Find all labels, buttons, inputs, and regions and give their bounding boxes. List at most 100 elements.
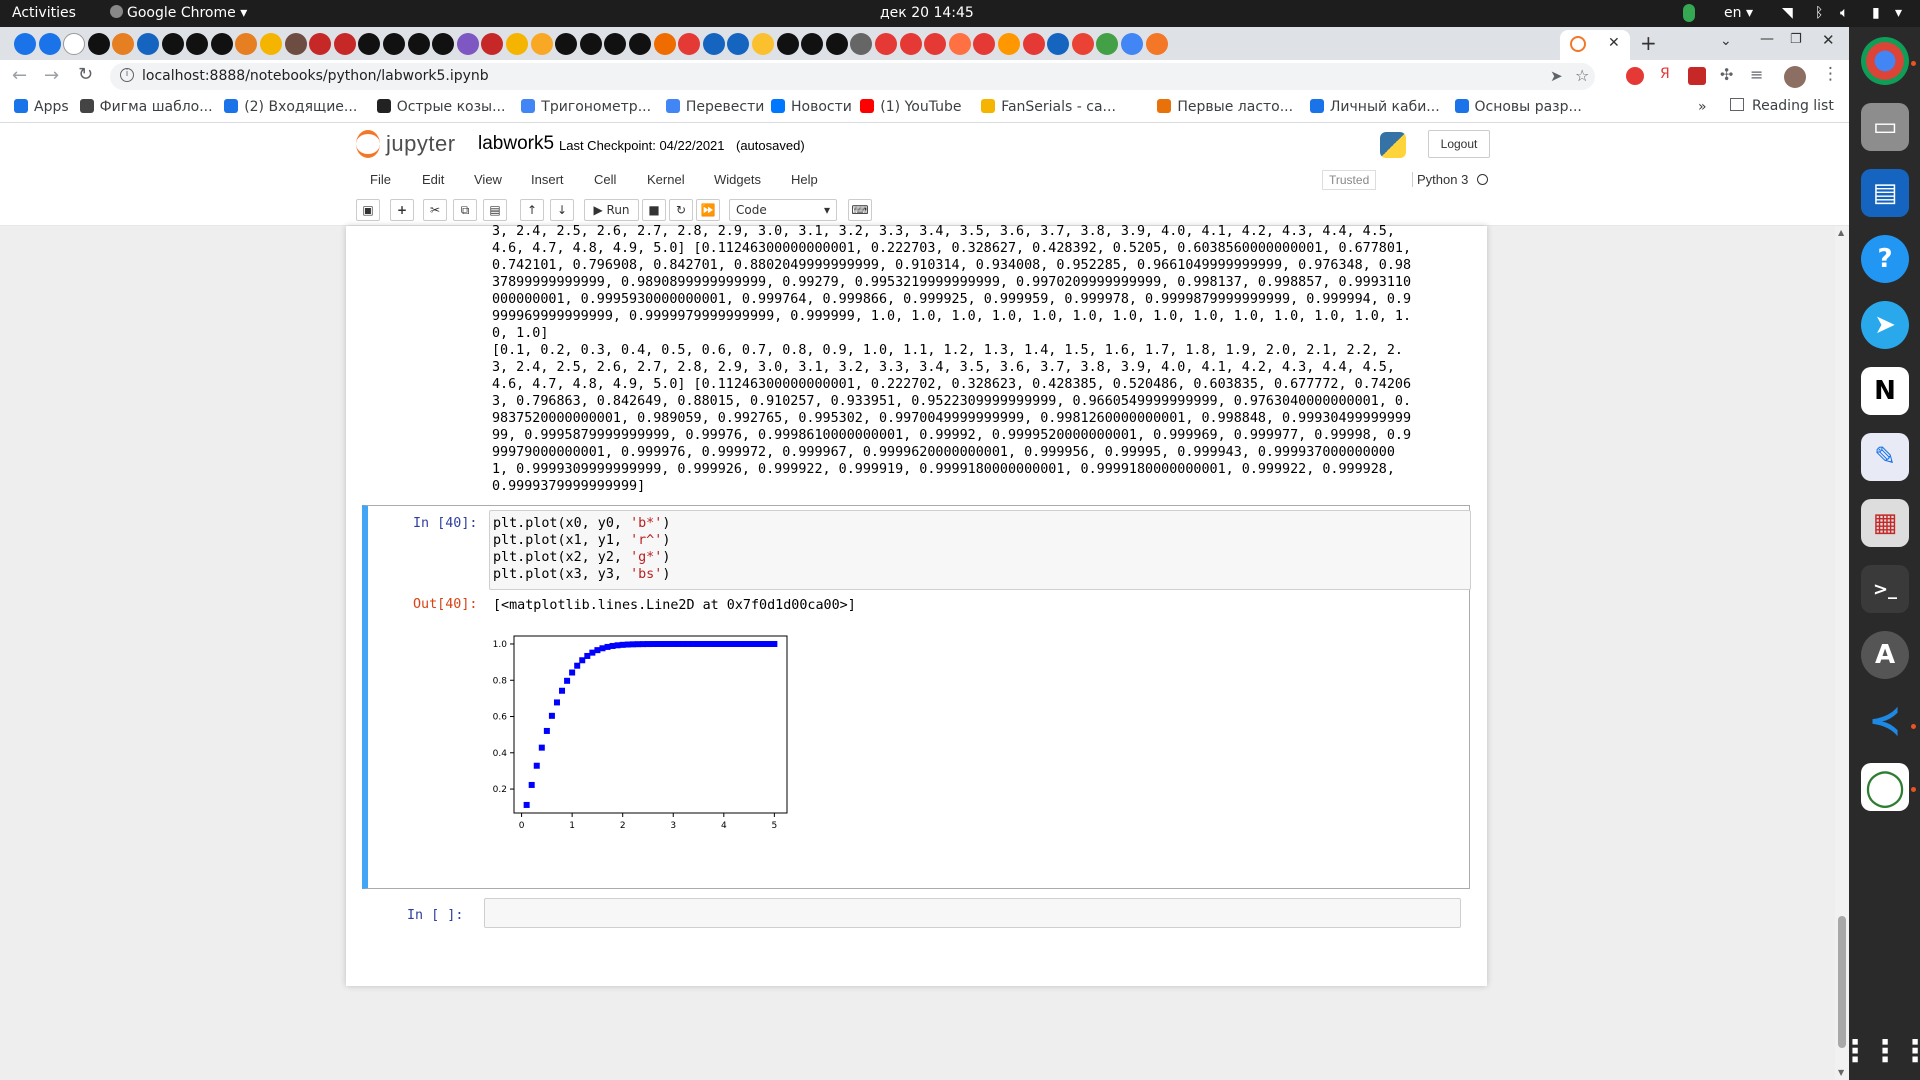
software-center-dock-icon[interactable]: A [1861,631,1909,679]
bookmark-item[interactable]: Фигма шабло... [79,99,213,115]
new-tab-button[interactable]: + [1640,31,1657,55]
tab-favicon-icon[interactable] [801,33,824,55]
media-icon[interactable]: ≡ [1750,65,1764,84]
tab-favicon-icon[interactable] [358,33,381,55]
code-cell-40[interactable]: In [40]: plt.plot(x0, y0, 'b*') plt.plot(… [362,505,1471,889]
tab-favicon-icon[interactable] [112,33,135,55]
forward-icon[interactable]: → [44,65,60,86]
bookmark-item[interactable]: Первые ласто... [1157,99,1293,115]
tab-favicon-icon[interactable] [63,33,86,55]
avatar[interactable] [1784,66,1806,88]
tab-favicon-icon[interactable] [899,33,922,55]
adblock-extension-icon[interactable] [1626,67,1644,85]
tab-favicon-icon[interactable] [604,33,627,55]
tab-favicon-icon[interactable] [210,33,233,55]
reading-list-button[interactable]: Reading list [1730,98,1834,114]
bookmark-item[interactable]: (1) YouTube [860,99,962,115]
tab-favicon-icon[interactable] [383,33,405,55]
tab-favicon-icon[interactable] [333,33,356,55]
tab-favicon-icon[interactable] [14,33,36,55]
tab-favicon-icon[interactable] [825,33,848,55]
restart-icon[interactable]: ↻ [669,199,693,221]
files-dock-icon[interactable]: ▭ [1861,103,1909,151]
tab-favicon-icon[interactable] [284,33,307,55]
move-up-icon[interactable]: ↑ [520,199,544,221]
tab-favicon-icon[interactable] [186,33,209,55]
more-bookmarks-button[interactable]: » [1698,99,1707,115]
bookmark-item[interactable]: Apps [14,99,69,115]
code-editor[interactable]: plt.plot(x0, y0, 'b*') plt.plot(x1, y1, '… [489,510,1471,590]
vscode-dock-icon[interactable]: ≺ [1861,697,1909,745]
back-icon[interactable]: ← [12,65,28,86]
scroll-down-icon[interactable]: ▼ [1838,1068,1845,1077]
tab-favicon-icon[interactable] [948,33,971,55]
menu-edit[interactable]: Edit [422,172,445,187]
copy-icon[interactable]: ⧉ [453,199,477,221]
tab-favicon-icon[interactable] [161,33,184,55]
tab-favicon-icon[interactable] [752,33,774,55]
tab-favicon-icon[interactable] [137,33,159,55]
show-apps-icon[interactable]: ⋮⋮⋮ [1840,1033,1920,1069]
bookmark-item[interactable]: Острые козы... [376,99,505,115]
minimize-button[interactable]: — [1760,31,1774,47]
document-viewer-dock-icon[interactable]: ▦ [1861,499,1909,547]
empty-code-cell[interactable]: In [ ]: [362,896,1470,936]
close-tab-icon[interactable]: ✕ [1608,35,1620,51]
reload-icon[interactable]: ↻ [78,64,94,85]
tab-favicon-icon[interactable] [1145,33,1168,55]
scrollbar-thumb[interactable] [1838,916,1846,1048]
tab-favicon-icon[interactable] [702,33,725,55]
language-selector[interactable]: en ▾ [1724,5,1753,21]
bluetooth-icon[interactable]: ᛒ [1815,5,1824,21]
bookmark-item[interactable]: Перевести [665,99,764,115]
menu-cell[interactable]: Cell [594,172,617,187]
activities-button[interactable]: Activities [12,5,76,21]
cell-type-select[interactable]: Code ▾ [729,199,837,221]
notebook-name[interactable]: labwork5 [478,133,555,154]
code-editor[interactable] [484,898,1461,928]
tab-favicon-icon[interactable] [875,33,897,55]
tab-favicon-icon[interactable] [530,33,553,55]
extensions-puzzle-icon[interactable]: ✣ [1720,65,1734,84]
active-tab[interactable]: ✕ [1560,30,1630,60]
tab-favicon-icon[interactable] [579,33,602,55]
interrupt-icon[interactable]: ■ [642,199,666,221]
volume-icon[interactable]: 🔈︎ [1840,5,1849,21]
logout-button[interactable]: Logout [1428,130,1490,158]
yandex-extension-icon[interactable]: Я [1660,66,1670,82]
move-down-icon[interactable]: ↓ [550,199,574,221]
maximize-button[interactable]: ❐ [1790,32,1802,47]
kernel-name[interactable]: Python 3 [1412,172,1468,187]
tab-favicon-icon[interactable] [924,33,947,55]
tab-favicon-icon[interactable] [38,33,61,55]
command-palette-icon[interactable]: ⌨ [848,199,872,221]
bookmark-item[interactable]: (2) Входящие... [224,99,357,115]
tab-favicon-icon[interactable] [629,33,651,55]
close-window-button[interactable]: ✕ [1822,31,1835,49]
menu-insert[interactable]: Insert [531,172,564,187]
tab-favicon-icon[interactable] [653,33,676,55]
run-button[interactable]: ▶ Run [584,199,639,221]
menu-widgets[interactable]: Widgets [714,172,761,187]
extension-icon[interactable] [1688,67,1706,85]
tab-favicon-icon[interactable] [776,33,799,55]
status-indicator-icon[interactable] [1683,4,1695,22]
terminal-dock-icon[interactable]: >_ [1861,565,1909,613]
tab-favicon-icon[interactable] [555,33,578,55]
tab-favicon-icon[interactable] [1096,33,1119,55]
help-dock-icon[interactable]: ? [1861,235,1909,283]
bookmark-item[interactable]: FanSerials - са... [981,99,1116,115]
scroll-up-icon[interactable]: ▲ [1838,228,1845,237]
menu-view[interactable]: View [474,172,502,187]
bookmark-star-icon[interactable]: ☆ [1575,66,1590,85]
telegram-dock-icon[interactable]: ➤ [1861,301,1909,349]
chevron-down-icon[interactable]: ▾ [1895,5,1903,21]
writer-dock-icon[interactable]: ▤ [1861,169,1909,217]
tab-favicon-icon[interactable] [973,33,996,55]
tab-search-icon[interactable]: ⌄ [1720,33,1732,49]
notion-dock-icon[interactable]: N [1861,367,1909,415]
cut-icon[interactable]: ✂ [423,199,447,221]
bookmark-item[interactable]: Тригонометр... [521,99,651,115]
trusted-indicator[interactable]: Trusted [1322,170,1377,190]
more-menu-icon[interactable]: ⋮ [1822,64,1839,84]
